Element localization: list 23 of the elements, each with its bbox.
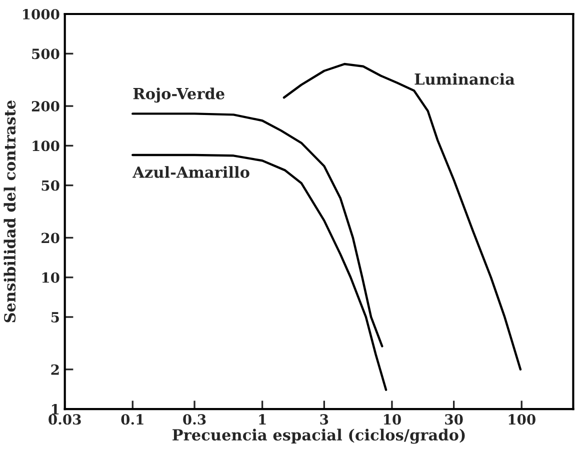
- y-tick-label: 50: [42, 180, 60, 191]
- x-axis-title: Precuencia espacial (ciclos/grado): [172, 428, 465, 444]
- x-tick-label: 3: [320, 414, 328, 425]
- y-tick-label: 2: [51, 364, 59, 375]
- y-tick-label: 20: [42, 232, 60, 244]
- series-label: Rojo-Verde: [133, 88, 224, 103]
- x-tick-label: 10: [384, 414, 401, 425]
- x-tick-label: 0.1: [121, 414, 144, 425]
- series-label: Luminancia: [414, 73, 515, 85]
- y-tick-label: 500: [32, 48, 60, 60]
- x-tick-label: 0.3: [183, 414, 206, 425]
- y-tick-label: 1: [52, 404, 59, 414]
- x-tick-label: 100: [508, 414, 536, 425]
- y-tick-label: 5: [51, 312, 59, 322]
- x-tick-label: 1: [259, 414, 266, 424]
- y-axis-title: Sensibilidad del contraste: [4, 100, 16, 322]
- y-tick-label: 100: [32, 140, 60, 152]
- series-label: Azul-Amarillo: [132, 166, 250, 178]
- y-tick-label: 10: [42, 272, 60, 283]
- x-tick-label: 0.03: [48, 414, 81, 425]
- y-tick-label: 1000: [23, 8, 60, 20]
- x-tick-label: 30: [445, 414, 463, 425]
- y-tick-label: 200: [32, 101, 60, 112]
